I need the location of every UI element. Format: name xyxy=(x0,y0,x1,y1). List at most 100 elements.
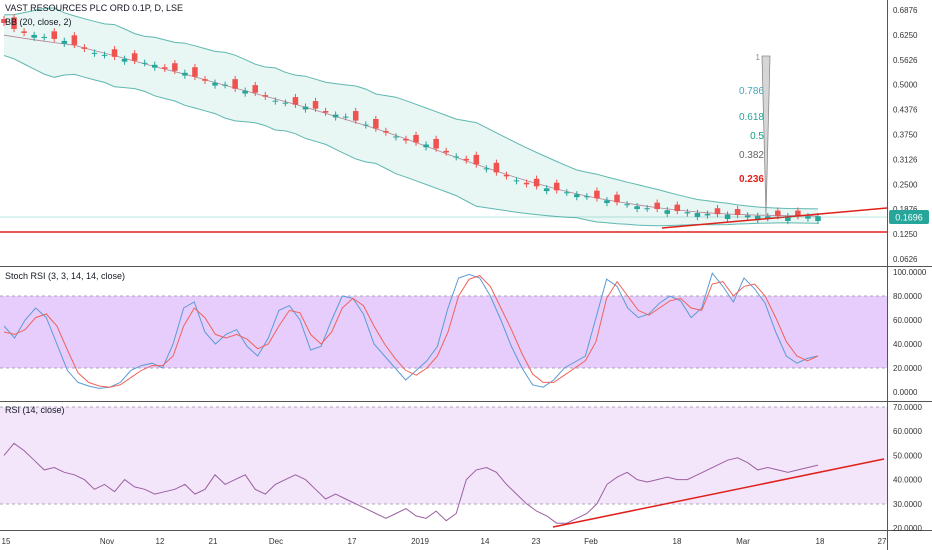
price-tick-label: 0.6250 xyxy=(893,31,918,40)
bb-band-fill xyxy=(4,7,818,226)
price-tick-label: 0.3126 xyxy=(893,155,918,164)
candle xyxy=(282,99,289,107)
candle xyxy=(31,31,37,41)
candle xyxy=(312,97,319,112)
candle xyxy=(795,207,801,220)
candle xyxy=(564,189,570,196)
stoch-tick-label: 0.0000 xyxy=(893,388,918,397)
time-tick-label: 2019 xyxy=(411,537,429,546)
time-tick-label: 23 xyxy=(532,537,541,546)
rsi-panel[interactable] xyxy=(0,406,887,528)
stoch-rsi-panel[interactable] xyxy=(0,272,887,389)
time-axis[interactable]: 15 Nov 12 21 Dec 17 2019 14 23 Feb 18 Mar 18 27 xyxy=(2,537,887,546)
candle xyxy=(473,151,480,168)
candle xyxy=(212,79,218,89)
candle xyxy=(262,91,269,100)
price-tick-label: 0.2500 xyxy=(893,180,918,189)
candle xyxy=(131,50,138,65)
stoch-axis[interactable]: 100.0000 80.0000 60.0000 40.0000 20.0000 0.00… xyxy=(893,268,927,397)
candle xyxy=(785,213,791,225)
candle xyxy=(574,191,580,201)
candle xyxy=(11,14,17,33)
price-axis[interactable]: 0.6876 0.6250 0.5626 0.5000 0.4376 0.3750 0.31… xyxy=(893,6,918,264)
stoch-tick-label: 40.0000 xyxy=(893,340,922,349)
candle xyxy=(51,28,58,43)
candle xyxy=(192,64,198,80)
candle xyxy=(634,203,640,213)
candle xyxy=(513,177,520,185)
stoch-tick-label: 80.0000 xyxy=(893,292,922,301)
candle xyxy=(493,159,500,176)
candle xyxy=(363,121,369,129)
price-panel[interactable]: 1 0.786 0.618 0.5 0.382 0.236 xyxy=(0,7,888,233)
candle xyxy=(383,127,389,136)
candle xyxy=(674,201,681,215)
candle xyxy=(101,51,108,59)
candle xyxy=(111,46,118,61)
candle xyxy=(393,133,399,141)
fib-label-0618: 0.618 xyxy=(739,112,764,123)
time-tick-label: 15 xyxy=(2,537,11,546)
candle xyxy=(172,60,178,74)
fib-label-0236: 0.236 xyxy=(739,174,764,185)
bb-legend[interactable]: BB (20, close, 2) xyxy=(5,17,72,27)
rising-trendline[interactable] xyxy=(661,207,888,229)
candle xyxy=(694,209,701,221)
candle xyxy=(594,187,600,202)
time-tick-label: 27 xyxy=(878,537,887,546)
bb-lower-band xyxy=(3,55,819,227)
stoch-tick-label: 60.0000 xyxy=(893,316,922,325)
candle xyxy=(342,113,349,121)
stoch-legend[interactable]: Stoch RSI (3, 3, 14, 14, close) xyxy=(5,271,125,281)
candle xyxy=(584,193,590,200)
rsi-band-fill xyxy=(0,407,887,504)
candle xyxy=(151,61,158,71)
candle xyxy=(543,185,550,195)
candle xyxy=(744,212,751,221)
rsi-legend[interactable]: RSI (14, close) xyxy=(5,405,65,415)
candle xyxy=(292,93,299,108)
stoch-d-line xyxy=(3,275,819,388)
candle xyxy=(232,75,238,92)
candle xyxy=(503,171,510,180)
candle xyxy=(553,179,560,194)
rsi-trendline[interactable] xyxy=(552,458,885,528)
fib-retracement[interactable]: 1 0.786 0.618 0.5 0.382 0.236 xyxy=(739,53,771,216)
candle xyxy=(714,205,721,218)
candle xyxy=(71,32,78,49)
price-tick-label: 0.3750 xyxy=(893,131,918,140)
time-tick-label: Feb xyxy=(584,537,598,546)
candle xyxy=(483,165,490,173)
candle xyxy=(162,64,168,72)
rsi-tick-label: 40.0000 xyxy=(893,476,922,485)
candle xyxy=(644,205,650,212)
candle xyxy=(202,75,208,84)
candle xyxy=(61,37,68,47)
price-tick-label: 0.5000 xyxy=(893,81,918,90)
time-tick-label: Nov xyxy=(100,537,114,546)
stoch-tick-label: 100.0000 xyxy=(893,268,927,277)
last-price-value: 0.1696 xyxy=(895,213,923,223)
candle xyxy=(81,44,88,53)
candle xyxy=(332,111,339,121)
candle xyxy=(654,199,660,213)
rsi-tick-label: 70.0000 xyxy=(893,403,922,412)
rsi-legend-label: RSI (14, close) xyxy=(5,405,65,415)
fib-label-0786: 0.786 xyxy=(739,86,764,97)
candle xyxy=(754,212,761,224)
price-tick-label: 0.1876 xyxy=(893,205,918,214)
candle xyxy=(423,141,429,151)
fib-label-0382: 0.382 xyxy=(739,150,764,161)
time-tick-label: Dec xyxy=(269,537,283,546)
candle xyxy=(252,81,258,96)
time-tick-label: Mar xyxy=(736,537,750,546)
symbol-legend[interactable]: VAST RESOURCES PLC ORD 0.1P, D, LSE xyxy=(5,3,183,13)
candle xyxy=(734,205,741,219)
candle xyxy=(91,49,98,57)
rsi-axis[interactable]: 70.0000 60.0000 50.0000 40.0000 30.0000 20.00… xyxy=(893,403,922,533)
bb-legend-label: BB (20, close, 2) xyxy=(5,17,72,27)
candle xyxy=(403,135,409,144)
stoch-legend-label: Stoch RSI (3, 3, 14, 14, close) xyxy=(5,271,126,281)
